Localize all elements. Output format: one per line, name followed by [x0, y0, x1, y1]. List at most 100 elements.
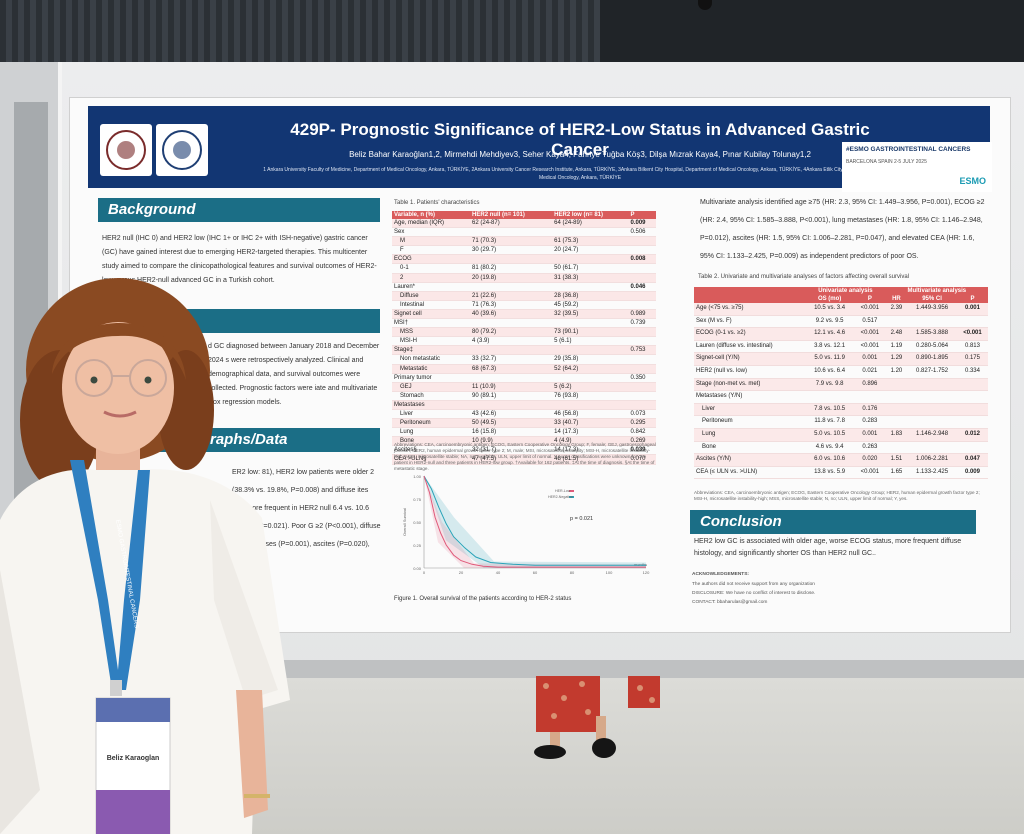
table2-cell — [956, 415, 988, 429]
table1-cell: 0.046 — [628, 282, 656, 292]
table2-cell — [956, 315, 988, 329]
table1-cell: Metastases — [392, 400, 471, 410]
table2-cell: 1.146-2.948 — [907, 428, 957, 442]
conclusion-text: HER2 low GC is associated with older age… — [694, 538, 962, 557]
table2-blank-group — [694, 287, 806, 295]
table1-cell: 0.295 — [628, 418, 656, 429]
table1-cell: 81 (80.2) — [470, 263, 553, 274]
table2-cell: 1.449-3.956 — [907, 303, 957, 316]
table2-cell: 1.133-2.425 — [907, 466, 957, 480]
table1-cell: MSI† — [392, 318, 471, 329]
table1-cell — [552, 400, 629, 410]
table1-row: Sex 0.506 — [392, 227, 656, 238]
table1-row: 2 20 (19.8) 31 (38.3) — [392, 273, 656, 283]
table2-cell: 0.020 — [854, 453, 886, 467]
table1-cell — [628, 382, 656, 392]
table1-cell — [628, 354, 656, 365]
table1-cell — [628, 291, 656, 301]
table1-row: Non metastatic 33 (32.7) 29 (35.8) — [392, 354, 656, 365]
table1-cell: Metastatic — [392, 364, 471, 374]
km-legend-negative: HER2-Negative — [548, 495, 573, 499]
badge-name: Beliz Karaoglan — [107, 755, 160, 762]
table2-row: Age (<75 vs. ≥75) 10.5 vs. 3.4 <0.001 2.39 1… — [694, 303, 988, 316]
table2-cell: 6.0 vs. 10.6 — [805, 453, 855, 467]
km-x-tick-label: 60 — [533, 570, 538, 575]
table1-header-cell: HER2 null (n= 101) — [470, 211, 553, 219]
table1-cell — [628, 263, 656, 274]
table1-cell: 33 (32.7) — [470, 354, 553, 365]
table1-cell — [628, 273, 656, 283]
poster-header: 429P- Prognostic Significance of HER2-Lo… — [88, 106, 990, 188]
table1-cell: 14 (17.3) — [552, 445, 629, 456]
table2-cell: 9.2 vs. 9.5 — [805, 315, 855, 329]
background-text: HER2 null (IHC 0) and HER2 low (IHC 1+ o… — [102, 235, 377, 284]
km-legend-swatch-negative — [569, 496, 574, 498]
poster-affiliations: 1 Ankara University Faculty of Medicine,… — [263, 167, 897, 181]
table1-cell: Liver — [392, 409, 471, 420]
table1-cell: 0.350 — [628, 373, 656, 383]
table2-cell: 1.006-2.281 — [907, 453, 957, 467]
table2-cell: 0.896 — [854, 378, 886, 392]
poster-board-base — [62, 660, 1024, 678]
table1-row: F 30 (29.7) 20 (24.7) — [392, 245, 656, 256]
table2-header-cell: P — [854, 295, 886, 303]
table2-cell: 0.283 — [854, 415, 886, 429]
table2-row: CEA (≤ ULN vs. >ULN) 13.8 vs. 5.9 <0.001 1.… — [694, 466, 988, 480]
table1-cell — [552, 345, 629, 356]
table2-row: Peritoneum 11.8 vs. 7.8 0.283 — [694, 415, 988, 429]
conference-logo: #ESMO GASTROINTESTINAL CANCERS BARCELONA… — [842, 142, 992, 192]
table1-cell — [628, 245, 656, 256]
table2-cell — [907, 390, 957, 404]
university-logo-right — [156, 124, 208, 176]
table1: Variable, n (%) HER2 null (n= 101) HER2 lo… — [392, 211, 656, 465]
table1-cell: Sex — [392, 227, 471, 238]
table2-cell — [907, 403, 957, 417]
table2-cell: Stage (non-met vs. met) — [694, 378, 806, 392]
table2-cell: Liver — [694, 403, 806, 417]
table1-row: Age, median (IQR) 62 (24-87) 64 (24-89) 0.0… — [392, 219, 656, 229]
table2-cell: 0.012 — [956, 428, 988, 442]
table1-cell: 46 (56.8) — [552, 409, 629, 420]
table1-cell: 45 (59.2) — [552, 300, 629, 310]
table1-cell: CEA >ULN§ — [392, 454, 471, 465]
table1-cell — [552, 254, 629, 265]
ceiling-shadow — [600, 0, 1024, 62]
km-y-label: Overall Survival — [402, 508, 407, 536]
table1-cell: 20 (24.7) — [552, 245, 629, 256]
table1-cell: 0.073 — [628, 409, 656, 420]
km-x-tick-label: 80 — [570, 570, 575, 575]
km-y-tick-label: 1.00 — [413, 474, 422, 479]
table1-row: Stomach 90 (89.1) 76 (93.8) — [392, 391, 656, 401]
table2-cell: <0.001 — [956, 327, 988, 341]
table1-cell: 73 (90.1) — [552, 327, 629, 338]
table1-cell: 40 (39.6) — [470, 309, 553, 320]
table1-row: 0-1 81 (80.2) 50 (61.7) — [392, 263, 656, 274]
table2-cell: 0.021 — [854, 365, 886, 379]
figure1-caption: Figure 1. Overall survival of the patien… — [394, 596, 572, 602]
table2-cell: <0.001 — [854, 466, 886, 480]
table1-cell: 16 (15.8) — [470, 427, 553, 438]
background-person-legs — [534, 676, 660, 759]
table1-cell: 32 (39.5) — [552, 309, 629, 320]
table1-cell: 31 (38.3) — [552, 273, 629, 283]
table2-cell — [956, 441, 988, 455]
table2-cell: 0.280-5.064 — [907, 340, 957, 354]
table2-cell: 13.8 vs. 5.9 — [805, 466, 855, 480]
table1-cell: 43 (42.6) — [470, 409, 553, 420]
table1-cell: MSS — [392, 327, 471, 338]
table2-cell: 0.001 — [854, 352, 886, 366]
km-x-tick-label: 40 — [496, 570, 501, 575]
table1-row: MSI† 0.739 — [392, 318, 656, 329]
table1-cell — [628, 400, 656, 410]
table1-cell: 5 (6.1) — [552, 336, 629, 347]
table1-cell: 30 (29.7) — [470, 245, 553, 256]
table2-cell: 1.51 — [885, 453, 908, 467]
table2-cell: 0.047 — [956, 453, 988, 467]
table2: Univariate analysis Multivariate analysi… — [694, 287, 988, 480]
section-conclusion-heading: Conclusion — [690, 510, 976, 534]
table1-cell: Stage‡ — [392, 345, 471, 356]
table1-cell: 21 (22.6) — [470, 291, 553, 301]
km-legend-low: HER-Low — [555, 489, 571, 493]
table2-row: Lung 5.0 vs. 10.5 0.001 1.83 1.146-2.948 0.01… — [694, 428, 988, 442]
table1-cell: Bone — [392, 436, 471, 447]
